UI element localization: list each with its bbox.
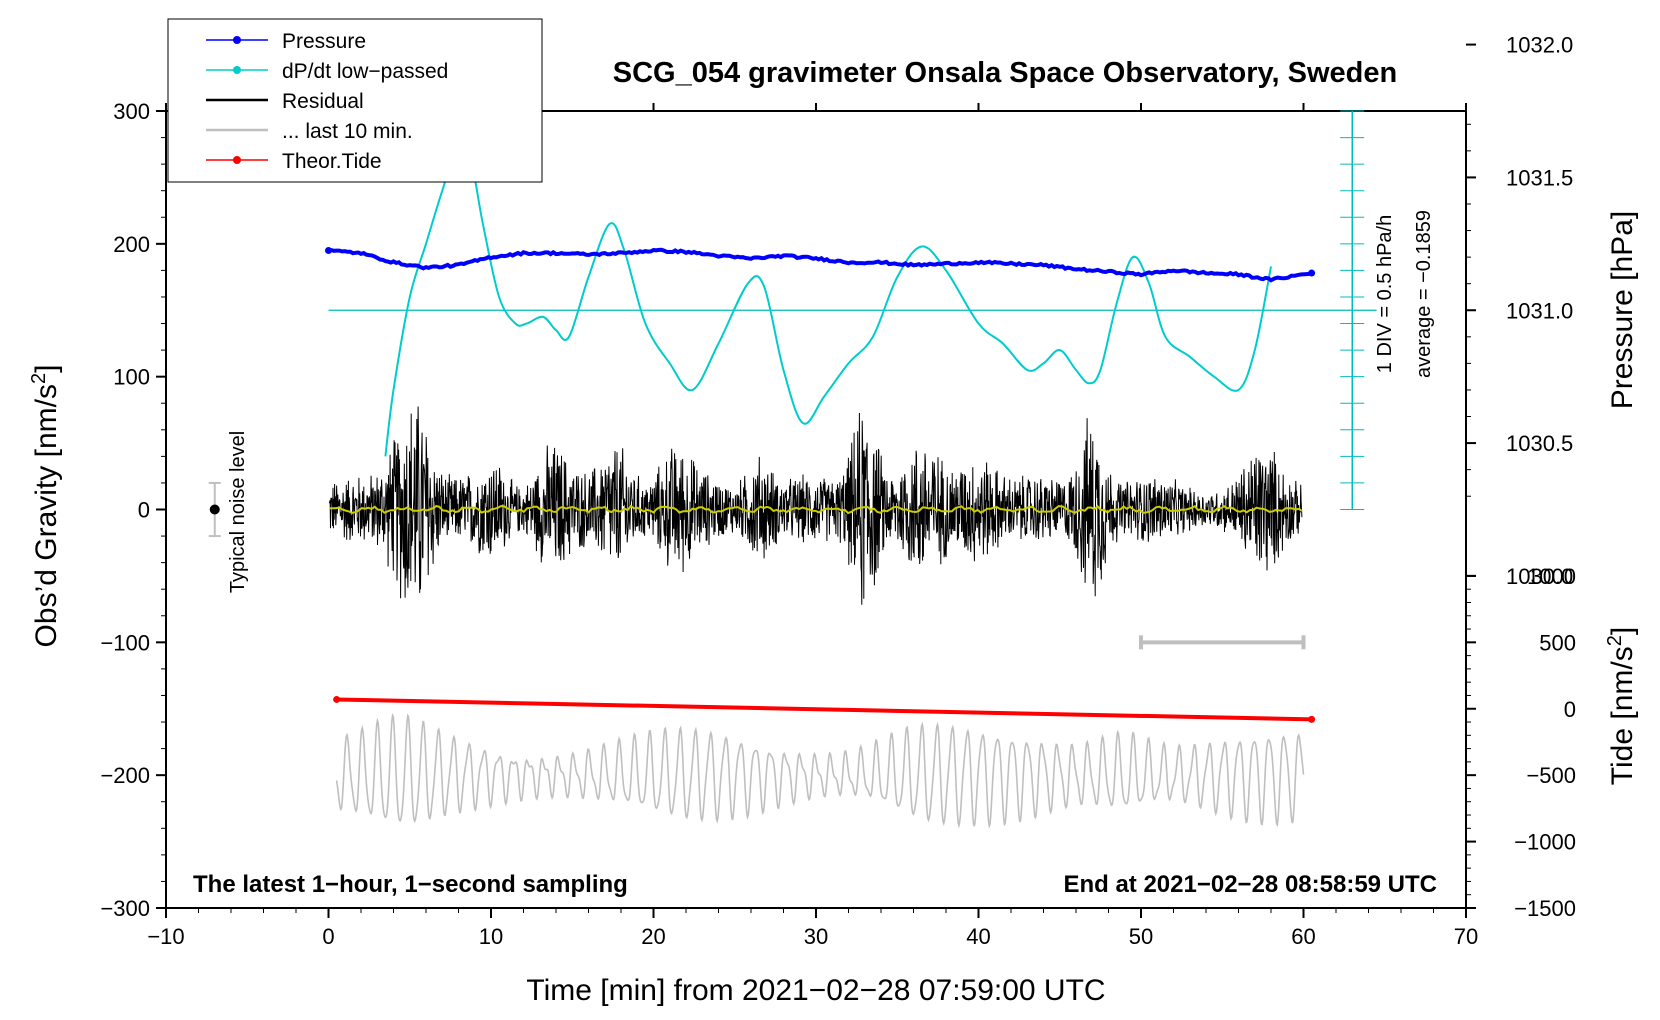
x-tick-label: 70 — [1454, 924, 1478, 949]
annotation-sampling: The latest 1−hour, 1−second sampling — [193, 871, 628, 898]
y-tick-label: 300 — [113, 99, 150, 124]
chart-title: SCG_054 gravimeter Onsala Space Observat… — [613, 57, 1397, 89]
x-tick-label: 40 — [966, 924, 990, 949]
legend-swatch-marker — [233, 36, 241, 44]
dpdt-average-label: average = −0.1859 — [1413, 210, 1435, 378]
tide-tick-label: −500 — [1526, 763, 1576, 788]
x-tick-label: 20 — [641, 924, 665, 949]
x-tick-label: 30 — [804, 924, 828, 949]
x-axis-ticks: −10 0 10 20 30 40 50 60 70 — [147, 103, 1478, 949]
dpdt-series — [384, 142, 1272, 457]
legend-label: Residual — [282, 90, 364, 113]
y-axis-pressure-ticks: 1032.0 1031.5 1031.0 1030.5 1030.0 — [1466, 33, 1573, 589]
tide-tick-label: 0 — [1564, 697, 1576, 722]
pressure-tick-label: 1030.5 — [1506, 431, 1573, 456]
pressure-tick-label: 1031.0 — [1506, 298, 1573, 323]
tide-start-point — [333, 695, 341, 703]
residual-smoothed-line — [329, 504, 1303, 515]
pressure-start-point — [325, 246, 332, 254]
theor-tide-series — [333, 695, 1316, 723]
legend-label: dP/dt low−passed — [282, 60, 448, 83]
y-tick-label: 200 — [113, 232, 150, 257]
y-axis-pressure-title: Pressure [hPa] — [1606, 211, 1639, 409]
x-tick-label: −10 — [147, 924, 184, 949]
pressure-tick-label: 1030.0 — [1506, 564, 1573, 589]
gray-range-bar — [1139, 635, 1306, 650]
dpdt-scale-label: 1 DIV = 0.5 hPa/h — [1374, 215, 1396, 373]
tide-line — [336, 697, 1312, 722]
legend-label: Theor.Tide — [282, 150, 382, 173]
legend-label: ... last 10 min. — [282, 120, 413, 143]
y-axis-left-title: Obs’d Gravity [nm/s2] — [28, 365, 63, 648]
pressure-series — [325, 246, 1316, 283]
pressure-tick-label: 1031.5 — [1506, 165, 1573, 190]
tide-title-sup: 2 — [1604, 635, 1626, 646]
y-tick-label: −100 — [100, 630, 150, 655]
tide-end-point — [1308, 715, 1316, 723]
pressure-end-point — [1308, 269, 1316, 277]
x-tick-label: 0 — [322, 924, 334, 949]
y-tick-label: 100 — [113, 365, 150, 390]
legend: Pressure dP/dt low−passed Residual ... last… — [167, 18, 543, 183]
y-axis-left-ticks: 300 200 100 0 −100 −200 −300 — [100, 99, 166, 921]
y-axis-tide-title: Tide [nm/s2] — [1604, 627, 1639, 785]
y-left-title-text: Obs’d Gravity [nm/s — [30, 384, 63, 647]
legend-swatch-marker — [233, 66, 241, 74]
noise-level-label: Typical noise level — [227, 431, 249, 593]
residual-line — [328, 406, 1303, 605]
tide-tick-label: 500 — [1539, 630, 1576, 655]
tide-title-close: ] — [1606, 627, 1639, 635]
x-axis-title: Time [min] from 2021−02−28 07:59:00 UTC — [526, 974, 1105, 1007]
last-10-min-line — [335, 712, 1305, 829]
x-tick-label: 60 — [1291, 924, 1315, 949]
y-left-title-sup: 2 — [28, 373, 50, 384]
tide-tick-label: −1000 — [1514, 830, 1576, 855]
tide-tick-label: −1500 — [1514, 896, 1576, 921]
dpdt-scale-axis — [328, 110, 1377, 510]
legend-swatch-marker — [233, 156, 241, 164]
dpdt-line — [384, 142, 1272, 457]
legend-label: Pressure — [282, 30, 366, 53]
pressure-tick-label: 1032.0 — [1506, 33, 1573, 58]
noise-level-bar — [208, 481, 221, 538]
tide-tick-label: 1000 — [1527, 564, 1576, 589]
noise-bar-center-dot — [209, 504, 220, 515]
residual-series — [328, 406, 1303, 605]
y-axis-tide-ticks: 1000 500 0 −500 −1000 −1500 — [1466, 564, 1576, 921]
legend-items: Pressure dP/dt low−passed Residual ... last… — [206, 30, 448, 173]
y-tick-label: 0 — [138, 498, 150, 523]
y-tick-label: −300 — [100, 896, 150, 921]
y-tick-label: −200 — [100, 763, 150, 788]
annotation-end-time: End at 2021−02−28 08:58:59 UTC — [1063, 871, 1437, 898]
x-tick-label: 10 — [479, 924, 503, 949]
y-left-title-close: ] — [30, 365, 63, 373]
pressure-line — [327, 247, 1313, 283]
x-tick-label: 50 — [1129, 924, 1153, 949]
last-10-min-series — [335, 712, 1305, 829]
tide-title-text: Tide [nm/s — [1606, 646, 1639, 785]
